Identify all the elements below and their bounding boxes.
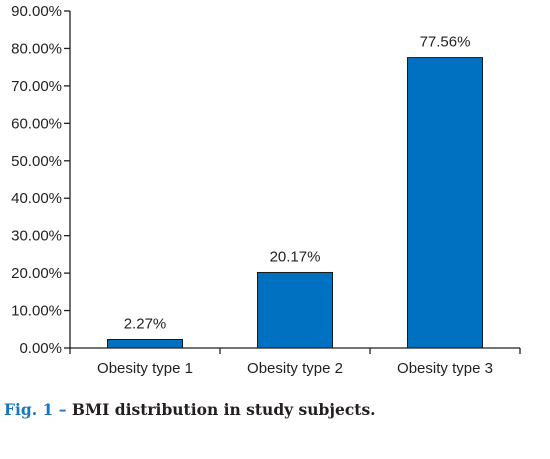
x-category-label: Obesity type 1	[97, 360, 193, 377]
y-tick-label: 80.00%	[11, 40, 62, 57]
x-category-label: Obesity type 3	[397, 360, 493, 377]
y-tick-label: 60.00%	[11, 115, 62, 132]
figure-caption: Fig. 1 – BMI distribution in study subje…	[4, 400, 376, 419]
y-tick-label: 90.00%	[11, 3, 62, 20]
bar	[257, 271, 333, 349]
y-tick-label: 20.00%	[11, 265, 62, 282]
bar	[107, 339, 183, 349]
bars-group	[107, 57, 483, 349]
y-tick-label: 10.00%	[11, 303, 62, 320]
labels-group: 0.00% 10.00% 20.00% 30.00% 40.00% 50.00% 60.00…	[11, 3, 493, 377]
y-tick-label: 30.00%	[11, 228, 62, 245]
y-tick-label: 70.00%	[11, 78, 62, 95]
y-tick-label: 0.00%	[19, 340, 62, 357]
bar	[407, 57, 483, 349]
figure-caption-text: BMI distribution in study subjects.	[71, 400, 376, 419]
bar-chart: 0.00% 10.00% 20.00% 30.00% 40.00% 50.00% 60.00…	[11, 3, 521, 377]
x-category-label: Obesity type 2	[247, 360, 343, 377]
bar-value-label: 2.27%	[124, 316, 167, 333]
bar-value-label: 77.56%	[420, 34, 471, 51]
axes-group	[64, 10, 521, 354]
y-tick-label: 40.00%	[11, 190, 62, 207]
bar-value-label: 20.17%	[270, 248, 321, 265]
figure-number: Fig. 1 –	[4, 400, 67, 419]
y-tick-label: 50.00%	[11, 153, 62, 170]
